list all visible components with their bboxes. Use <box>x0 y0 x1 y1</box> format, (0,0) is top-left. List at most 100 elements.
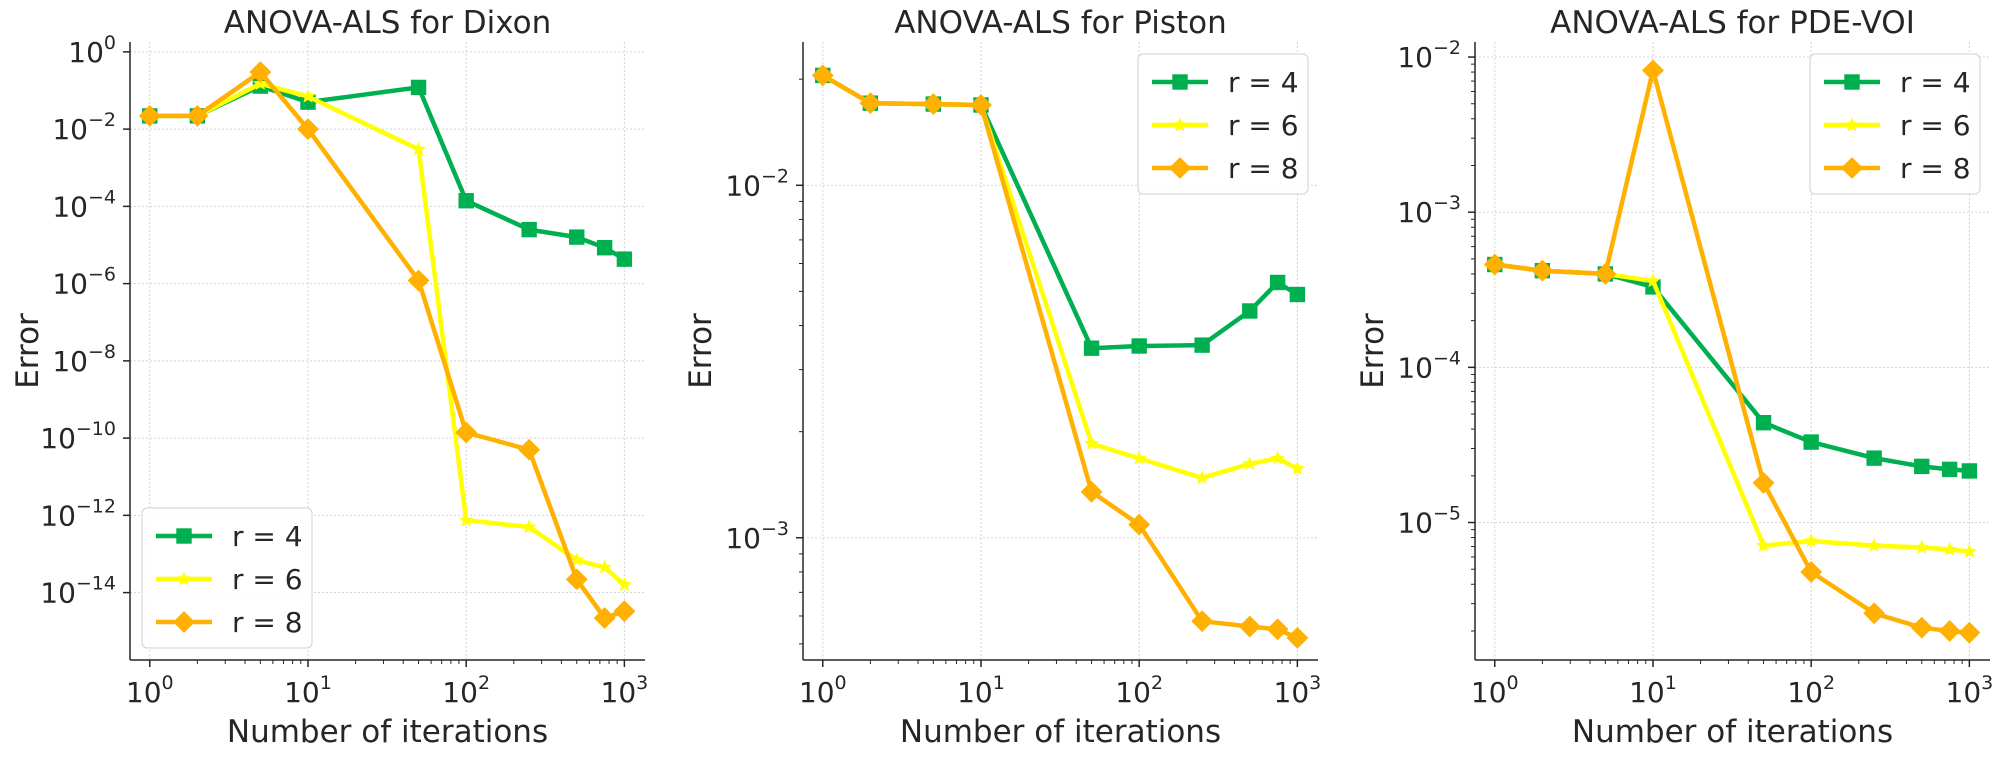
y-tick-base: 10 <box>40 577 76 610</box>
data-point <box>458 512 474 527</box>
data-point <box>1941 461 1958 478</box>
data-point <box>1083 340 1100 356</box>
data-point <box>597 559 612 574</box>
x-tick-base: 10 <box>601 676 637 709</box>
y-tick-label: 10−5 <box>1397 503 1461 540</box>
x-tick-label: 102 <box>442 672 490 709</box>
y-tick-base: 10 <box>40 422 76 455</box>
data-point <box>1910 616 1933 639</box>
x-axis-label: Number of iterations <box>227 714 548 750</box>
series-2 <box>142 76 632 591</box>
x-tick-exponent: 3 <box>636 672 648 694</box>
data-point <box>1642 59 1664 82</box>
data-point <box>1290 461 1305 475</box>
x-tick-exponent: 1 <box>1665 672 1677 694</box>
series-line <box>821 73 1299 640</box>
chart-panel-1: 100 101 102 10310010−210−410−610−810−1010−1… <box>10 5 648 750</box>
data-point <box>518 438 541 461</box>
series-line <box>1494 262 1970 554</box>
x-tick-base: 10 <box>1787 676 1823 709</box>
data-point <box>1866 450 1882 466</box>
data-point <box>1191 610 1214 633</box>
legend-swatch-marker <box>1172 74 1188 90</box>
y-tick-exponent: −4 <box>88 186 116 208</box>
x-tick-label: 102 <box>1115 672 1163 709</box>
y-tick-base: 10 <box>1397 507 1433 540</box>
data-point <box>811 64 834 87</box>
y-tick-label: 10−2 <box>1397 37 1461 74</box>
y-axis-label: Error <box>10 313 46 389</box>
legend-label: r = 6 <box>232 563 303 596</box>
data-point <box>300 88 316 103</box>
data-point <box>249 61 272 83</box>
x-axis-label: Number of iterations <box>1572 714 1893 750</box>
data-point <box>565 568 588 591</box>
y-tick-label: 10−2 <box>52 109 116 146</box>
y-tick-exponent: −3 <box>761 518 789 540</box>
x-tick-exponent: 3 <box>1981 672 1993 694</box>
data-point <box>1238 615 1261 638</box>
x-tick-base: 10 <box>1274 676 1310 709</box>
series-3 <box>811 64 1309 649</box>
y-tick-label: 10−12 <box>40 495 116 532</box>
data-point <box>1914 539 1930 554</box>
data-point <box>970 94 992 116</box>
legend-label: r = 6 <box>1228 109 1299 142</box>
y-tick-label: 100 <box>68 32 116 69</box>
legend-swatch-marker <box>1844 117 1860 132</box>
y-tick-label: 10−3 <box>1397 192 1461 229</box>
legend-swatch-marker <box>173 611 195 633</box>
x-tick-exponent: 2 <box>1151 672 1163 694</box>
x-tick-label: 100 <box>799 672 847 709</box>
x-tick-exponent: 0 <box>835 672 847 694</box>
y-tick-label: 10−10 <box>40 418 116 455</box>
legend-label: r = 4 <box>232 520 303 553</box>
x-tick-label: 103 <box>601 672 649 709</box>
data-point <box>1131 450 1147 465</box>
y-tick-exponent: −2 <box>761 165 789 187</box>
x-tick-label: 100 <box>126 672 174 709</box>
legend-label: r = 6 <box>1900 109 1971 142</box>
y-tick-base: 10 <box>52 345 88 378</box>
data-point <box>1800 561 1823 583</box>
x-tick-exponent: 0 <box>1507 672 1519 694</box>
y-tick-label: 10−4 <box>52 186 116 223</box>
x-tick-label: 103 <box>1946 672 1994 709</box>
series-2 <box>1487 256 1977 558</box>
y-axis-label: Error <box>1355 313 1391 389</box>
x-tick-label: 101 <box>957 672 1005 709</box>
x-tick-exponent: 0 <box>162 672 174 694</box>
data-point <box>1080 480 1103 503</box>
y-tick-exponent: −2 <box>88 109 116 131</box>
data-point <box>613 600 636 623</box>
data-point <box>455 421 478 444</box>
legend-swatch-marker <box>176 571 192 586</box>
chart-title: ANOVA-ALS for Piston <box>894 5 1227 41</box>
data-point <box>569 229 585 245</box>
y-tick-exponent: 0 <box>104 32 116 54</box>
series-line <box>149 83 626 262</box>
data-point <box>616 251 633 267</box>
y-tick-exponent: −8 <box>88 341 116 363</box>
y-tick-exponent: −5 <box>1433 503 1461 525</box>
x-tick-label: 102 <box>1787 672 1835 709</box>
data-point <box>1594 263 1617 285</box>
y-tick-exponent: −12 <box>76 495 116 517</box>
data-point <box>1242 456 1258 471</box>
chart-title: ANOVA-ALS for PDE-VOI <box>1550 5 1915 41</box>
data-point <box>1803 434 1819 450</box>
x-tick-base: 10 <box>1629 676 1665 709</box>
legend-label: r = 4 <box>1900 66 1971 99</box>
legend-label: r = 8 <box>232 606 303 639</box>
y-tick-base: 10 <box>1397 196 1433 229</box>
data-point <box>1755 414 1772 431</box>
data-point <box>1269 274 1286 291</box>
x-tick-base: 10 <box>957 676 993 709</box>
data-point <box>186 104 209 127</box>
data-point <box>521 519 537 534</box>
data-point <box>859 92 882 115</box>
series-3 <box>1483 59 1981 644</box>
